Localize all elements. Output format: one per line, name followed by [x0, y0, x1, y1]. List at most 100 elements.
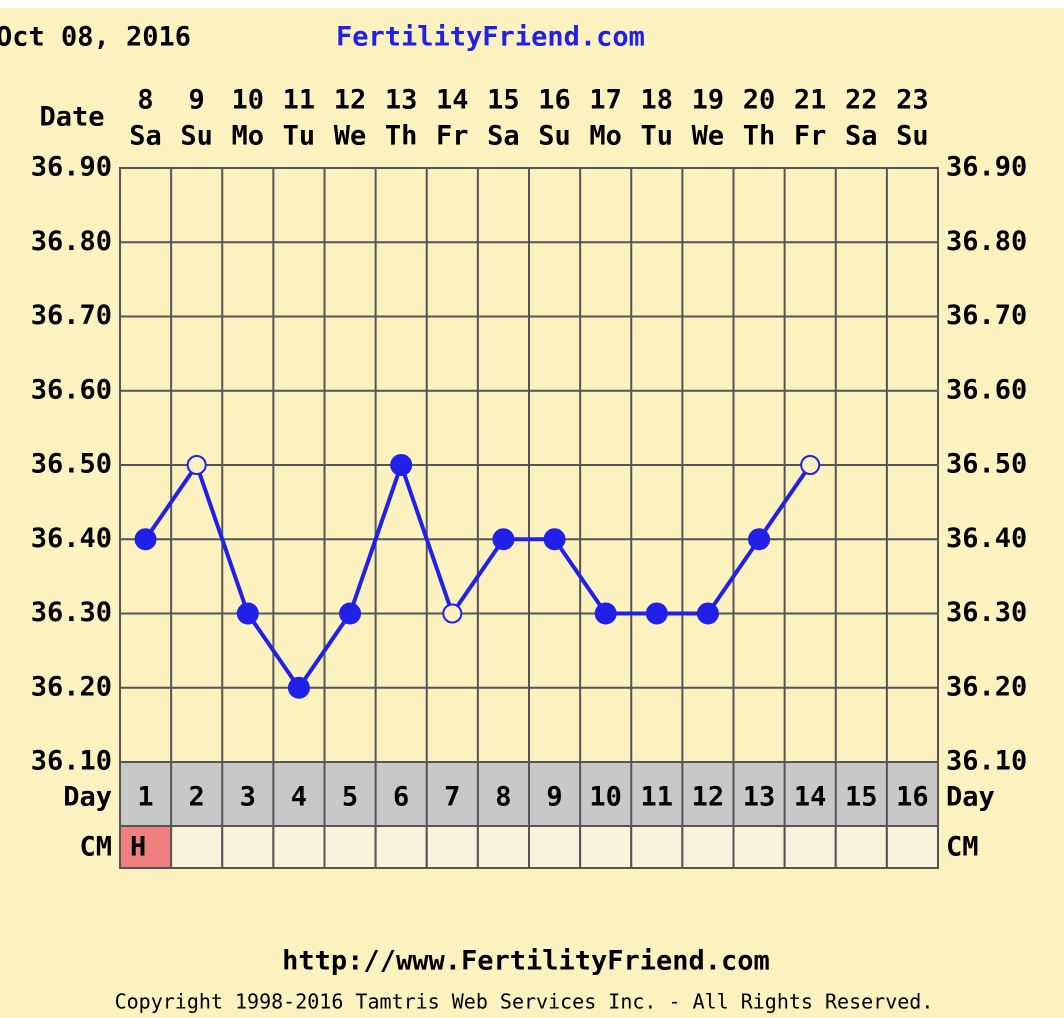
weekday-label: Fr	[794, 121, 827, 152]
weekday-label: Sa	[129, 121, 162, 152]
date-label: 22	[845, 85, 878, 116]
cm-cell	[425, 825, 479, 869]
date-label: 23	[896, 85, 929, 116]
y-tick-label: 36.20	[31, 671, 112, 702]
temp-point	[594, 602, 617, 625]
cm-cell	[579, 825, 633, 869]
temp-point	[748, 528, 771, 551]
day-label-right: Day	[946, 782, 995, 813]
date-label: 19	[692, 85, 725, 116]
cm-value: H	[130, 832, 146, 863]
x-tick-label: 5	[342, 782, 358, 813]
temp-point	[236, 602, 259, 625]
y-tick-label: 36.40	[31, 523, 112, 554]
weekday-label: Fr	[436, 121, 469, 152]
date-label: 13	[385, 85, 418, 116]
date-label: 8	[137, 85, 153, 116]
x-tick-label: 9	[546, 782, 562, 813]
y2-tick-label: 36.90	[946, 152, 1027, 183]
weekday-label: Mo	[232, 121, 265, 152]
temp-point	[645, 602, 668, 625]
date-label: 17	[589, 85, 622, 116]
x-tick-label: 11	[641, 782, 674, 813]
x-tick-label: 10	[589, 782, 622, 813]
temp-point	[134, 528, 157, 551]
y-tick-label: 36.50	[31, 449, 112, 480]
y2-tick-label: 36.30	[946, 597, 1027, 628]
cm-cell	[528, 825, 582, 869]
x-tick-label: 2	[189, 782, 205, 813]
date-label: 14	[436, 85, 469, 116]
cm-cell	[732, 825, 786, 869]
y-tick-label: 36.60	[31, 374, 112, 405]
chart-date: Oct 08, 2016	[0, 22, 191, 53]
cm-cell	[476, 825, 530, 869]
temp-point	[696, 602, 719, 625]
cm-cell	[630, 825, 684, 869]
temp-point	[390, 454, 413, 476]
y2-tick-label: 36.10	[946, 746, 1027, 777]
top-strip	[0, 0, 1064, 8]
y2-tick-label: 36.70	[946, 300, 1027, 331]
date-label: 9	[189, 85, 205, 116]
copyright: Copyright 1998-2016 Tamtris Web Services…	[115, 990, 934, 1014]
x-tick-label: 12	[692, 782, 725, 813]
cm-label-right: CM	[946, 832, 979, 863]
temp-point	[442, 603, 463, 624]
weekday-label: Su	[896, 121, 929, 152]
x-tick-label: 16	[896, 782, 929, 813]
y-tick-label: 36.70	[31, 300, 112, 331]
temp-point	[492, 528, 515, 551]
weekday-label: Mo	[589, 121, 622, 152]
y2-tick-label: 36.50	[946, 449, 1027, 480]
y-tick-label: 36.90	[31, 152, 112, 183]
weekday-label: Th	[743, 121, 776, 152]
cm-cell	[885, 825, 939, 869]
cm-label: CM	[79, 832, 112, 863]
cm-cell	[323, 825, 377, 869]
date-label: 18	[641, 85, 674, 116]
weekday-label: Su	[538, 121, 571, 152]
y2-tick-label: 36.20	[946, 671, 1027, 702]
weekday-label: We	[692, 121, 725, 152]
date-label: 10	[232, 85, 265, 116]
date-label: 16	[538, 85, 571, 116]
x-tick-label: 6	[393, 782, 409, 813]
x-tick-label: 7	[444, 782, 460, 813]
x-tick-label: 4	[291, 782, 307, 813]
date-label: 11	[283, 85, 316, 116]
weekday-label: Th	[385, 121, 418, 152]
cm-cell	[221, 825, 275, 869]
temp-point	[339, 602, 362, 625]
weekday-label: Tu	[641, 121, 674, 152]
weekday-label: We	[334, 121, 367, 152]
site-name: FertilityFriend.com	[336, 22, 645, 53]
temp-point	[186, 455, 207, 475]
weekday-label: Sa	[845, 121, 878, 152]
y2-tick-label: 36.80	[946, 226, 1027, 257]
x-tick-label: 8	[495, 782, 511, 813]
x-tick-label: 3	[240, 782, 256, 813]
temp-point	[543, 528, 566, 551]
cm-cell	[170, 825, 224, 869]
weekday-label: Tu	[283, 121, 316, 152]
x-tick-label: 15	[845, 782, 878, 813]
date-label: Date	[39, 102, 104, 133]
cm-cell	[272, 825, 326, 869]
weekday-label: Sa	[487, 121, 520, 152]
temp-point	[800, 455, 821, 475]
y-tick-label: 36.30	[31, 597, 112, 628]
cm-cell	[834, 825, 888, 869]
y-tick-label: 36.10	[31, 746, 112, 777]
cm-cell	[119, 825, 173, 869]
y-tick-label: 36.80	[31, 226, 112, 257]
cm-cell	[681, 825, 735, 869]
x-tick-label: 1	[137, 782, 153, 813]
y2-tick-label: 36.40	[946, 523, 1027, 554]
date-label: 15	[487, 85, 520, 116]
date-label: 21	[794, 85, 827, 116]
weekday-label: Su	[180, 121, 213, 152]
cm-cell	[783, 825, 837, 869]
date-label: 12	[334, 85, 367, 116]
x-tick-label: 14	[794, 782, 827, 813]
